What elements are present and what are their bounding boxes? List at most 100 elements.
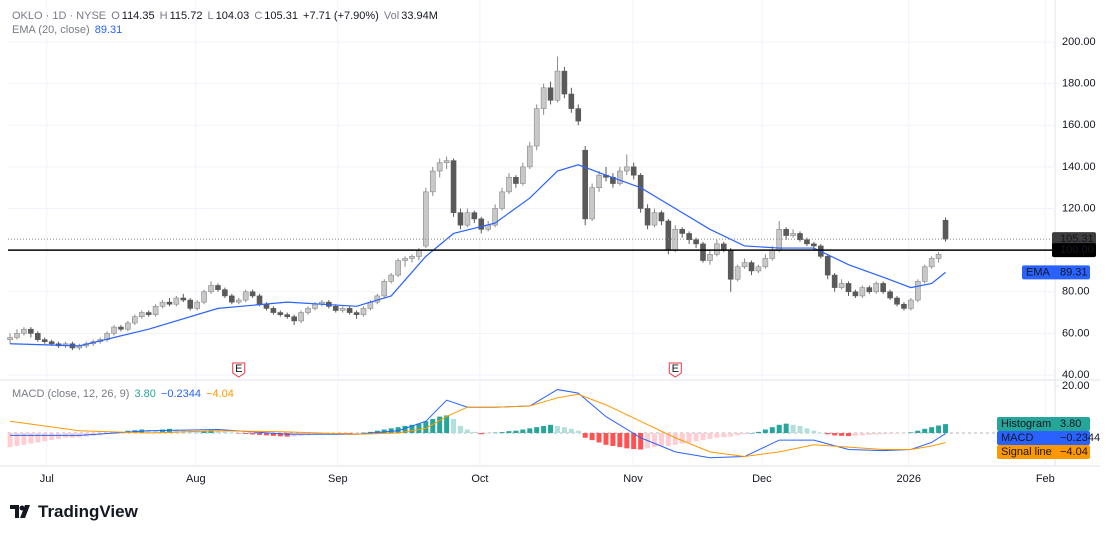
histogram-bar	[416, 423, 422, 434]
histogram-bar	[749, 433, 755, 434]
candle-body	[229, 295, 235, 303]
histogram-bar	[160, 429, 166, 434]
candle-body	[263, 303, 270, 309]
histogram-bar	[617, 433, 623, 448]
candle-body	[915, 281, 921, 301]
candle-body	[783, 229, 789, 236]
candle-body	[658, 212, 665, 222]
histogram-bar	[672, 433, 678, 445]
histogram-bar	[541, 425, 547, 434]
candle-body	[478, 218, 485, 230]
histogram-bar	[880, 433, 886, 435]
volume-value: 33.94M	[401, 10, 438, 22]
candle-body	[651, 212, 658, 226]
y-tick-label: 120.00	[1062, 202, 1096, 214]
event-marker	[668, 362, 682, 378]
candle-body	[901, 303, 907, 309]
histogram-bar	[485, 433, 491, 434]
symbol: OKLO · 1D · NYSE	[12, 10, 107, 22]
candle-body	[471, 212, 478, 220]
macd-tick-label: 20.00	[1062, 380, 1090, 392]
low-value: 104.03	[215, 10, 250, 22]
candle-body	[797, 233, 803, 241]
candle-body	[596, 174, 602, 188]
candle-body	[381, 281, 388, 297]
histogram-bar	[631, 433, 637, 450]
histogram-bar	[915, 430, 921, 434]
histogram-bar	[548, 424, 554, 434]
event-label: E	[672, 363, 679, 375]
candle-body	[880, 283, 886, 293]
candle-body	[249, 291, 256, 297]
histogram-bar	[762, 429, 768, 434]
candle-body	[21, 328, 27, 334]
candle-body	[332, 306, 339, 311]
histogram-bar	[284, 433, 290, 437]
histogram-bar	[534, 427, 540, 434]
candle-body	[270, 308, 277, 313]
candle-body	[644, 208, 651, 226]
candle-body	[312, 303, 318, 309]
histogram-bar	[215, 430, 221, 434]
candle-body	[700, 243, 706, 261]
candle-body	[284, 314, 291, 318]
candle-body	[887, 291, 893, 299]
candle-body	[166, 301, 173, 305]
candle-body	[540, 87, 547, 109]
candle-body	[554, 70, 561, 101]
ema-badge-value: 89.31	[1060, 266, 1088, 278]
candle-body	[637, 174, 644, 209]
histogram-bar	[402, 425, 408, 434]
candle-body	[291, 316, 297, 322]
candle-body	[873, 283, 880, 293]
signal-badge	[997, 445, 1090, 459]
candle-body	[235, 299, 242, 303]
candle-body	[866, 287, 873, 293]
histogram-bar	[714, 433, 720, 438]
candle-body	[561, 70, 568, 95]
candle-body	[686, 233, 692, 241]
x-tick-label: Jul	[40, 473, 54, 485]
brand-logo	[10, 505, 30, 518]
y-tick-label: 80.00	[1062, 286, 1090, 298]
histogram-bar	[506, 431, 512, 434]
histogram-bar	[568, 428, 574, 434]
histogram-bar	[603, 433, 609, 445]
histogram-bar	[783, 423, 789, 434]
candle-body	[928, 258, 935, 268]
histogram-bar	[839, 433, 845, 436]
brand-name: TradingView	[38, 502, 138, 521]
candle-body	[339, 308, 346, 311]
histogram-bar	[229, 432, 235, 434]
candle-body	[859, 287, 866, 297]
candle-body	[790, 233, 796, 236]
histogram-bar	[423, 421, 429, 434]
histogram-bar	[679, 433, 685, 444]
ema-legend: EMA (20, close) 89.31	[12, 24, 124, 36]
candle-body	[429, 170, 436, 193]
candle-body	[28, 328, 34, 334]
histogram-bar	[707, 433, 713, 439]
histogram-bar	[35, 433, 41, 443]
histogram-bar	[146, 429, 152, 434]
candle-body	[277, 312, 284, 315]
candle-body	[41, 339, 48, 342]
histogram-bar	[153, 430, 159, 434]
candle-body	[492, 208, 498, 226]
signal-badge-name: Signal line	[1001, 446, 1052, 458]
candle-body	[187, 299, 194, 309]
candle-body	[734, 266, 741, 280]
histogram-bar	[354, 433, 360, 434]
candle-body	[748, 262, 755, 272]
candle-body	[755, 266, 762, 272]
histogram-badge-name: Histogram	[1001, 418, 1051, 430]
histogram-bar	[554, 425, 560, 434]
histogram-bar	[866, 433, 872, 435]
histogram-bar	[367, 431, 373, 434]
candle-body	[679, 229, 686, 234]
candle-body	[526, 145, 533, 168]
candle-body	[159, 301, 166, 307]
y-tick-label: 180.00	[1062, 78, 1096, 90]
